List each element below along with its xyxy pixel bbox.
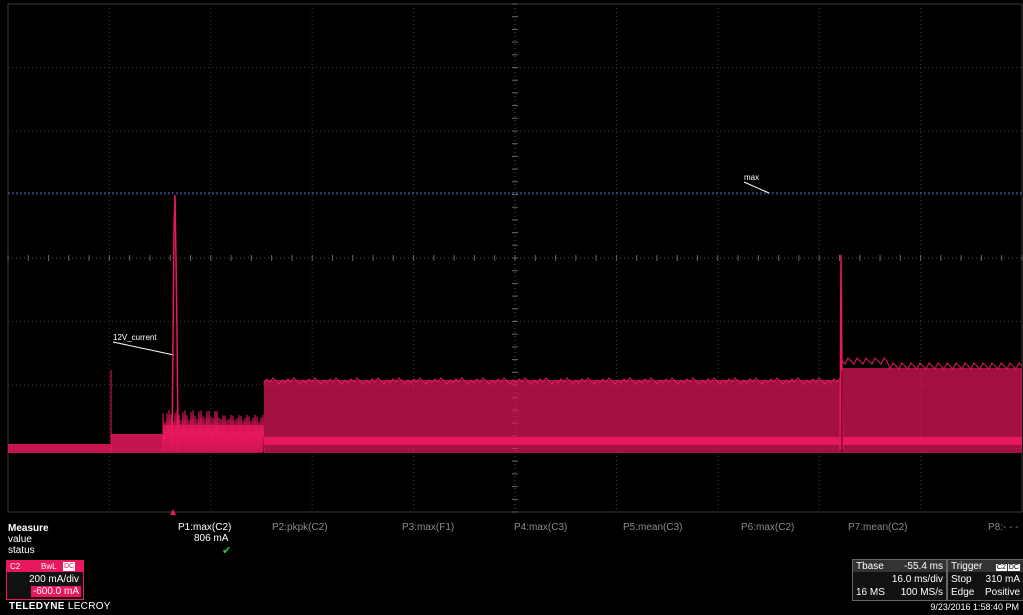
timebase-header: [853, 560, 946, 572]
timestamp: 9/23/2016 1:58:40 PM: [930, 602, 1019, 612]
timebase-descriptor[interactable]: Tbase -55.4 ms 16.0 ms/div 16 MS 100 MS/…: [852, 559, 947, 601]
trigger-coupling: DC: [1007, 564, 1020, 571]
timebase-delay: -55.4 ms: [904, 561, 943, 572]
timebase-title: Tbase: [856, 561, 884, 572]
waveform-display[interactable]: 12V_current max: [0, 0, 1023, 518]
param-p1[interactable]: P1:max(C2): [178, 522, 232, 533]
measure-title: Measure: [8, 523, 49, 534]
trace-pwm-2-base: [842, 437, 1022, 445]
trigger-source: C2: [995, 564, 1007, 571]
param-p4[interactable]: P4:max(C3): [514, 522, 568, 533]
trace-main-spike: [171, 194, 179, 453]
max-cursor-leader: [743, 181, 770, 194]
p1-value: 806 mA: [194, 533, 229, 544]
param-p3[interactable]: P3:max(F1): [402, 522, 455, 533]
measure-row-status: status: [8, 545, 35, 556]
channel-name: C2: [10, 562, 21, 571]
channel-descriptor-c2[interactable]: C2 BwL DC 200 mA/div -600.0 mA: [6, 560, 84, 600]
param-p8[interactable]: P8:- - -: [988, 522, 1019, 533]
trace-segment-step: [111, 434, 163, 453]
trigger-title: Trigger: [951, 561, 983, 572]
timebase-rate: 100 MS/s: [900, 587, 943, 598]
trace-segment-idle: [8, 444, 111, 453]
channel-bwl: BwL: [41, 562, 57, 571]
waveform-trace: [8, 181, 1023, 453]
trace-label: 12V_current: [113, 333, 157, 342]
trigger-slope: Positive: [984, 587, 1020, 598]
checkmark-icon: ✔: [222, 545, 232, 557]
param-p6[interactable]: P6:max(C2): [741, 522, 795, 533]
channel-coupling: DC: [63, 562, 76, 571]
param-p5[interactable]: P5:mean(C3): [623, 522, 683, 533]
trigger-descriptor[interactable]: Trigger C2 DC Stop 310 mA Edge Positive: [947, 559, 1023, 601]
channel-vdiv: 200 mA/div: [28, 574, 79, 585]
measure-bar: Measure value status P1:max(C2) P2:pkpk(…: [0, 518, 1023, 557]
measure-row-value: value: [8, 534, 32, 545]
brand-logo: TELEDYNE LECROY: [9, 601, 111, 612]
brand-main: TELEDYNE: [9, 601, 65, 612]
max-cursor-label: max: [744, 173, 760, 182]
trace-pwm-2-top: [841, 357, 1023, 371]
brand-sub: LECROY: [67, 601, 111, 612]
channel-header: C2 BwL DC: [7, 561, 83, 572]
timebase-points: 16 MS: [856, 587, 885, 598]
trace-label-leader: [112, 341, 175, 356]
param-p2[interactable]: P2:pkpk(C2): [272, 522, 328, 533]
trigger-level: 310 mA: [985, 574, 1020, 585]
trigger-source-badge: C2 DC: [995, 561, 1020, 573]
trace-burst-noise: [162, 410, 265, 453]
trigger-mode: Stop: [951, 574, 972, 585]
param-p7[interactable]: P7:mean(C2): [848, 522, 908, 533]
channel-offset: -600.0 mA: [30, 586, 81, 597]
trigger-type: Edge: [951, 587, 975, 598]
trigger-position-marker[interactable]: [170, 509, 176, 515]
timebase-tdiv: 16.0 ms/div: [891, 574, 943, 585]
trace-pwm-1-base: [264, 437, 842, 445]
trace-pwm-1-top: [263, 377, 841, 385]
